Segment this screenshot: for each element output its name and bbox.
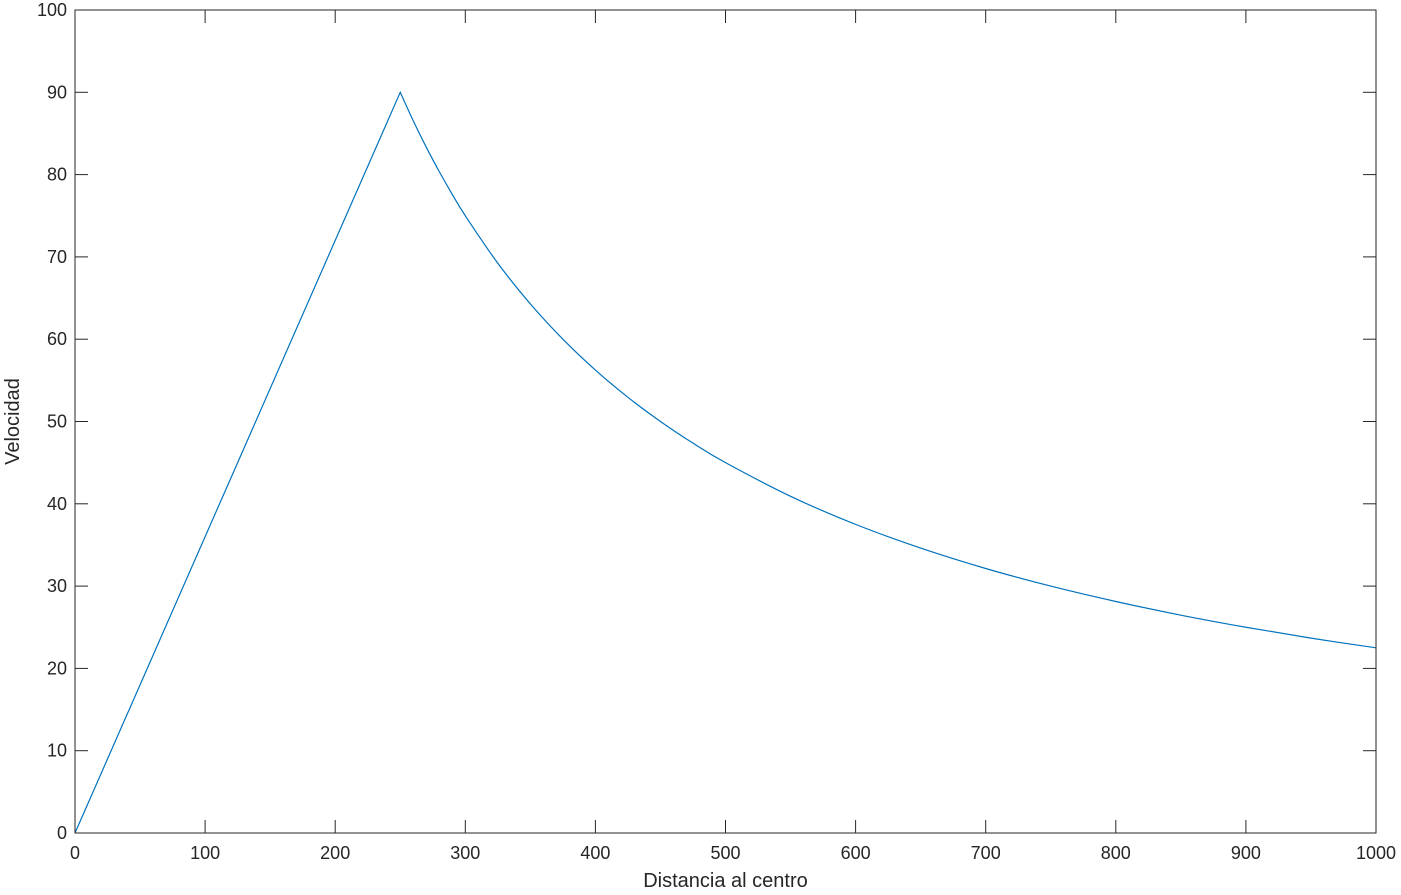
x-tick-label: 500 xyxy=(710,843,740,863)
y-tick-label: 10 xyxy=(47,741,67,761)
series-line xyxy=(74,90,1377,834)
y-tick-label: 40 xyxy=(47,494,67,514)
x-tick-label: 300 xyxy=(450,843,480,863)
x-tick-label: 800 xyxy=(1101,843,1131,863)
plot-area xyxy=(75,10,1376,833)
x-tick-label: 1000 xyxy=(1356,843,1396,863)
axes-box xyxy=(74,9,1377,834)
y-tick-label: 0 xyxy=(57,823,67,843)
x-tick-label: 400 xyxy=(580,843,610,863)
x-tick-label: 200 xyxy=(320,843,350,863)
y-tick-label: 70 xyxy=(47,247,67,267)
y-tick-label: 80 xyxy=(47,165,67,185)
y-tick-label: 60 xyxy=(47,329,67,349)
x-axis-label: Distancia al centro xyxy=(643,870,808,890)
x-tick-label: 900 xyxy=(1231,843,1261,863)
y-tick-label: 20 xyxy=(47,658,67,678)
axis-ticks: 0 100 200 300 400 500 600 700 800 900 1000 0 10 20 30 4… xyxy=(37,0,1396,863)
x-tick-label: 100 xyxy=(190,843,220,863)
x-tick-label: 0 xyxy=(70,843,80,863)
series-group xyxy=(74,90,1377,834)
y-tick-label: 90 xyxy=(47,82,67,102)
x-tick-label: 600 xyxy=(841,843,871,863)
y-tick-label: 50 xyxy=(47,412,67,432)
x-tick-label: 700 xyxy=(971,843,1001,863)
y-tick-label: 30 xyxy=(47,576,67,596)
y-tick-label: 100 xyxy=(37,0,67,20)
y-axis-label: Velocidad xyxy=(2,378,24,465)
